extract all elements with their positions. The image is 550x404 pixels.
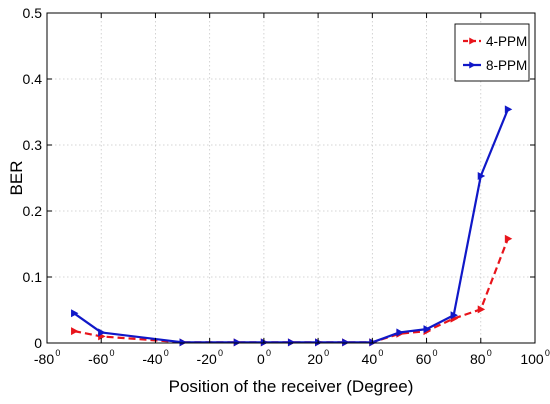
y-tick-label: 0.2 [23,203,43,219]
data-point-8-ppm [287,338,296,347]
data-point-8-ppm [179,338,187,347]
x-tick-label: 60 [416,351,432,367]
legend-label: 8-PPM [486,58,527,73]
data-point-8-ppm [423,325,431,334]
data-point-8-ppm [233,338,242,347]
y-axis-label: BER [7,161,26,196]
y-tick-label: 0.5 [23,5,43,21]
legend-swatch-marker [469,61,476,69]
data-point-8-ppm [342,338,350,347]
x-tick-degree-superscript: 0 [324,348,329,358]
data-point-8-ppm [98,328,106,337]
data-point-8-ppm [504,105,513,114]
legend: 4-PPM 8-PPM [454,23,530,82]
legend-box [454,23,530,82]
x-axis-label: Position of the receiver (Degree) [169,377,414,396]
data-point-8-ppm [477,172,486,181]
x-tick-label: -20 [197,351,217,367]
x-tick-label: 0 [257,351,265,367]
x-tick-label: 100 [520,351,544,367]
legend-label: 4-PPM [486,34,527,49]
x-tick-label: -60 [88,351,108,367]
series-layer [73,108,509,343]
x-tick-labels: -80 0 -60 0 -40 0 -20 0 0 0 20 0 40 0 60 0 80 0 100 0 [34,348,550,367]
x-tick-degree-superscript: 0 [433,348,438,358]
y-tick-labels: 0 0.1 0.2 0.3 0.4 0.5 [23,5,43,351]
data-point-4-ppm [477,305,486,314]
x-tick-degree-superscript: 0 [164,348,169,358]
data-point-4-ppm [504,234,513,243]
y-tick-label: 0.3 [23,137,43,153]
data-point-8-ppm [396,328,404,337]
x-tick-label: -80 [34,351,54,367]
x-tick-degree-superscript: 0 [218,348,223,358]
x-tick-degree-superscript: 0 [545,348,550,358]
x-tick-label: 20 [307,351,323,367]
x-tick-label: 40 [362,351,378,367]
series-line-8-ppm [73,108,509,343]
x-tick-degree-superscript: 0 [55,348,60,358]
x-tick-degree-superscript: 0 [378,348,383,358]
tick-marks [46,12,536,344]
data-point-8-ppm [71,309,79,318]
x-tick-label: 80 [470,351,486,367]
x-tick-degree-superscript: 0 [266,348,271,358]
y-tick-label: 0 [34,335,42,351]
y-tick-label: 0.4 [23,71,43,87]
plot-frame [46,12,536,344]
legend-swatch-marker [469,37,476,45]
x-tick-label: -40 [142,351,162,367]
marker-layer [71,105,513,347]
plot-area-background [47,13,535,343]
data-point-8-ppm [450,311,459,320]
y-tick-label: 0.1 [23,269,43,285]
x-tick-degree-superscript: 0 [110,348,115,358]
data-point-4-ppm [71,327,79,336]
x-tick-degree-superscript: 0 [487,348,492,358]
